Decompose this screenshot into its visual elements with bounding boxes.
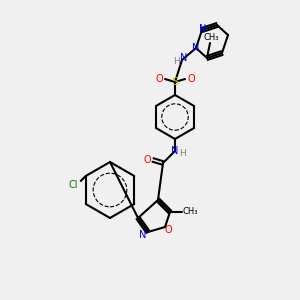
Text: O: O (143, 155, 151, 165)
Text: O: O (187, 74, 195, 84)
Text: O: O (155, 74, 163, 84)
Text: O: O (164, 225, 172, 235)
Text: N: N (171, 146, 179, 156)
Text: H: H (174, 58, 180, 67)
Text: N: N (180, 53, 188, 63)
Text: H: H (178, 148, 185, 158)
Text: S: S (171, 77, 178, 87)
Text: Cl: Cl (68, 180, 77, 190)
Text: N: N (192, 43, 200, 53)
Text: N: N (199, 24, 207, 34)
Text: N: N (139, 230, 147, 240)
Text: CH₃: CH₃ (203, 34, 219, 43)
Text: CH₃: CH₃ (182, 208, 198, 217)
